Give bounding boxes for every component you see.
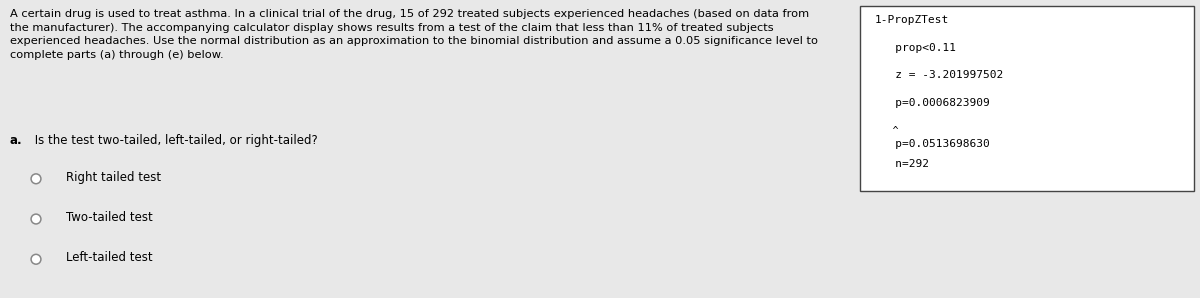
Text: prop<0.11: prop<0.11 (875, 43, 955, 53)
Text: p=0.0513698630: p=0.0513698630 (875, 139, 990, 149)
Text: ^: ^ (875, 126, 899, 136)
Text: z = -3.201997502: z = -3.201997502 (875, 70, 1003, 80)
Text: Two-tailed test: Two-tailed test (66, 211, 152, 224)
Text: Is the test two-tailed, left-tailed, or right-tailed?: Is the test two-tailed, left-tailed, or … (31, 134, 318, 147)
Text: p=0.0006823909: p=0.0006823909 (875, 98, 990, 108)
Text: Right tailed test: Right tailed test (66, 171, 161, 184)
Text: A certain drug is used to treat asthma. In a clinical trial of the drug, 15 of 2: A certain drug is used to treat asthma. … (10, 9, 817, 60)
Ellipse shape (31, 214, 41, 224)
Text: a.: a. (10, 134, 23, 147)
Ellipse shape (31, 254, 41, 264)
Text: Left-tailed test: Left-tailed test (66, 251, 152, 264)
Text: 1-PropZTest: 1-PropZTest (875, 15, 949, 25)
FancyBboxPatch shape (860, 6, 1194, 191)
Text: n=292: n=292 (875, 159, 929, 170)
Ellipse shape (31, 174, 41, 184)
